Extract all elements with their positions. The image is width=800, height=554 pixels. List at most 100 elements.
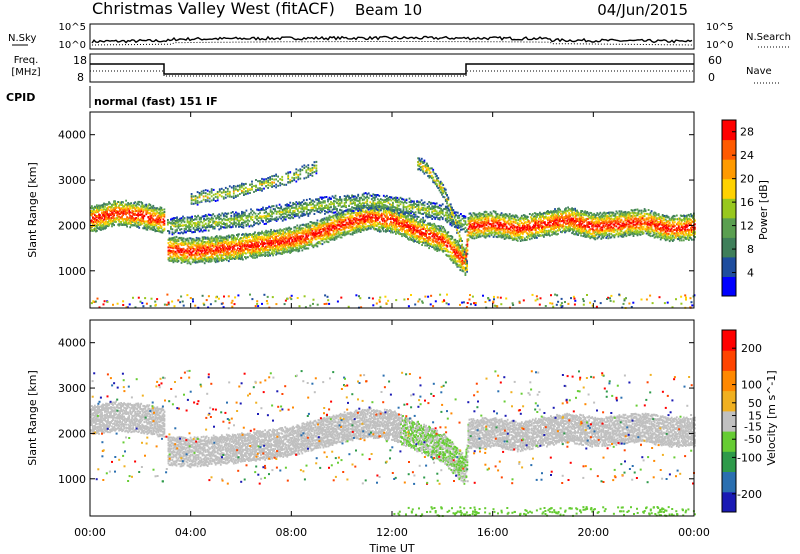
power-main-echo-cell xyxy=(160,225,163,228)
power-main-echo-cell xyxy=(180,244,183,247)
power-main-echo-cell xyxy=(129,211,132,214)
power-main-echo-cell xyxy=(115,217,117,220)
power-main-echo-cell xyxy=(269,249,271,251)
power-main-echo-cell xyxy=(117,206,119,209)
power-main-echo-cell xyxy=(146,228,149,231)
power-main-echo-cell xyxy=(204,254,207,257)
power-main-echo-cell xyxy=(206,259,209,262)
power-main-echo-cell xyxy=(99,205,101,208)
power-main-echo-cell xyxy=(136,225,139,228)
power-main-echo-cell xyxy=(163,223,166,226)
power-main-echo-cell xyxy=(486,227,489,230)
power-main-echo-cell xyxy=(102,223,104,226)
power-main-echo-cell xyxy=(264,248,266,251)
power-main-echo-cell xyxy=(209,257,212,260)
power-main-echo-cell xyxy=(90,212,92,215)
power-main-echo-cell xyxy=(184,238,187,241)
power-main-echo-cell xyxy=(239,247,241,250)
power-main-echo-cell xyxy=(478,229,481,232)
power-main-echo-cell xyxy=(510,235,513,238)
power-main-echo-cell xyxy=(363,213,366,216)
power-main-echo-cell xyxy=(421,235,423,238)
power-main-echo-cell xyxy=(108,224,110,227)
power-main-echo-cell xyxy=(243,249,245,252)
power-main-echo-cell xyxy=(99,226,101,229)
power-main-echo-cell xyxy=(134,204,137,207)
power-main-echo-cell xyxy=(187,245,190,248)
power-main-echo-cell xyxy=(169,252,172,255)
power-main-echo-cell xyxy=(192,241,195,244)
power-main-echo-cell xyxy=(412,231,414,234)
power-main-echo-cell xyxy=(257,240,259,243)
power-main-echo-cell xyxy=(476,215,479,218)
power-main-echo-cell xyxy=(307,241,310,244)
power-main-echo-cell xyxy=(96,215,98,218)
power-main-echo-cell xyxy=(99,218,101,220)
power-main-echo-cell xyxy=(117,215,119,218)
power-main-echo-cell xyxy=(262,245,264,247)
power-main-echo-cell xyxy=(92,212,94,215)
power-main-echo-cell xyxy=(90,219,92,222)
power-main-echo-cell xyxy=(150,224,153,226)
power-main-echo-cell xyxy=(256,247,258,250)
power-main-echo-cell xyxy=(237,233,239,236)
power-main-echo-cell xyxy=(225,247,228,250)
power-main-echo-cell xyxy=(207,242,210,245)
power-main-echo-cell xyxy=(188,237,191,240)
power-main-echo-cell xyxy=(182,244,185,246)
power-main-echo-cell xyxy=(148,207,151,210)
power-main-echo-cell xyxy=(225,251,228,254)
power-main-echo-cell xyxy=(105,220,107,223)
power-main-echo-cell xyxy=(279,228,282,231)
power-main-echo-cell xyxy=(295,229,298,232)
power-main-echo-cell xyxy=(241,254,243,257)
power-main-echo-cell xyxy=(182,258,185,261)
power-main-echo-cell xyxy=(201,245,204,248)
power-main-echo-cell xyxy=(192,247,195,250)
power-main-echo-cell xyxy=(491,231,494,234)
power-main-echo-cell xyxy=(234,253,236,256)
power-main-echo-cell xyxy=(184,242,187,245)
power-main-echo-cell xyxy=(191,237,194,240)
power-main-echo-cell xyxy=(381,222,384,225)
power-main-echo-cell xyxy=(130,204,133,207)
power-main-echo-cell xyxy=(283,228,286,231)
power-main-echo-cell xyxy=(114,208,116,211)
power-main-echo-cell xyxy=(95,215,97,218)
power-main-echo-cell xyxy=(255,237,257,240)
power-main-echo-cell xyxy=(198,253,201,256)
power-main-echo-cell xyxy=(261,248,263,251)
power-main-echo-cell xyxy=(279,248,282,251)
power-main-echo-cell xyxy=(135,220,138,223)
power-main-echo-cell xyxy=(296,244,299,247)
power-main-echo-cell xyxy=(109,212,111,215)
power-main-echo-cell xyxy=(251,251,253,254)
power-main-echo-cell xyxy=(277,249,279,252)
power-main-echo-cell xyxy=(261,231,263,234)
power-main-echo-cell xyxy=(286,249,289,251)
power-main-echo-cell xyxy=(304,244,307,247)
power-main-echo-cell xyxy=(265,238,267,241)
power-main-echo-cell xyxy=(534,217,537,220)
power-main-echo-cell xyxy=(266,254,268,257)
power-main-echo-cell xyxy=(263,247,265,250)
power-main-echo-cell xyxy=(299,237,302,240)
power-main-echo-cell xyxy=(147,204,150,207)
power-main-echo-cell xyxy=(261,235,263,238)
power-main-echo-cell xyxy=(465,247,468,249)
power-main-echo-cell xyxy=(148,218,151,221)
power-main-echo-cell xyxy=(601,228,604,231)
power-main-echo-cell xyxy=(267,251,269,254)
power-main-echo-cell xyxy=(292,242,295,245)
power-main-echo-cell xyxy=(167,238,170,241)
power-main-echo-cell xyxy=(236,237,238,240)
power-main-echo-cell xyxy=(340,236,343,239)
power-main-echo-cell xyxy=(92,210,94,213)
power-main-echo-cell xyxy=(411,234,413,237)
power-main-echo-cell xyxy=(149,212,152,215)
power-main-echo-cell xyxy=(596,227,599,230)
power-main-echo-cell xyxy=(128,212,131,215)
power-main-echo-cell xyxy=(289,250,292,253)
power-main-echo-cell xyxy=(227,236,230,239)
power-main-echo-cell xyxy=(540,218,542,221)
